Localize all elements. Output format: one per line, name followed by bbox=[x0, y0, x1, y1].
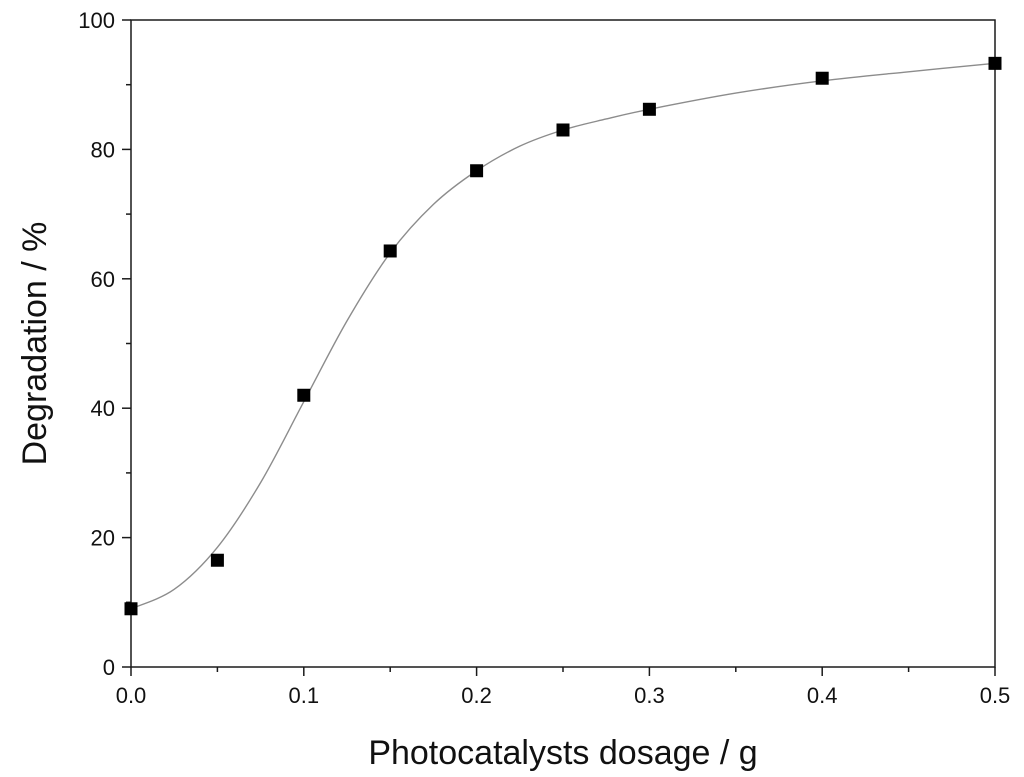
data-point-marker bbox=[642, 102, 656, 116]
data-point-marker bbox=[210, 553, 224, 567]
x-tick-label: 0.4 bbox=[807, 683, 838, 708]
y-tick-label: 20 bbox=[91, 526, 115, 551]
y-tick-label: 80 bbox=[91, 137, 115, 162]
axes bbox=[122, 19, 996, 676]
fit-line bbox=[130, 62, 996, 610]
x-tick-label: 0.3 bbox=[634, 683, 665, 708]
data-point-marker bbox=[297, 388, 311, 402]
data-point-marker bbox=[988, 56, 1002, 70]
y-tick-label: 0 bbox=[103, 655, 115, 680]
tick-labels: 0.0 0.1 0.2 0.3 0.4 0.5 0 20 40 60 80 100 bbox=[78, 8, 1010, 708]
data-point-marker bbox=[383, 244, 397, 258]
data-point-marker bbox=[470, 164, 484, 178]
x-axis-title: Photocatalysts dosage / g bbox=[368, 734, 757, 772]
y-axis-title: Degradation / % bbox=[16, 222, 54, 466]
data-point-marker bbox=[556, 123, 570, 137]
y-tick-label: 100 bbox=[78, 8, 115, 33]
x-tick-label: 0.5 bbox=[980, 683, 1011, 708]
plot-frame bbox=[130, 19, 996, 668]
data-point-marker bbox=[815, 71, 829, 85]
x-tick-label: 0.2 bbox=[461, 683, 492, 708]
y-tick-label: 60 bbox=[91, 267, 115, 292]
data-points bbox=[124, 56, 1002, 616]
x-tick-label: 0.1 bbox=[289, 683, 320, 708]
data-point-marker bbox=[124, 602, 138, 616]
x-tick-label: 0.0 bbox=[116, 683, 147, 708]
y-tick-label: 40 bbox=[91, 396, 115, 421]
fit-curve-layer bbox=[130, 62, 996, 610]
